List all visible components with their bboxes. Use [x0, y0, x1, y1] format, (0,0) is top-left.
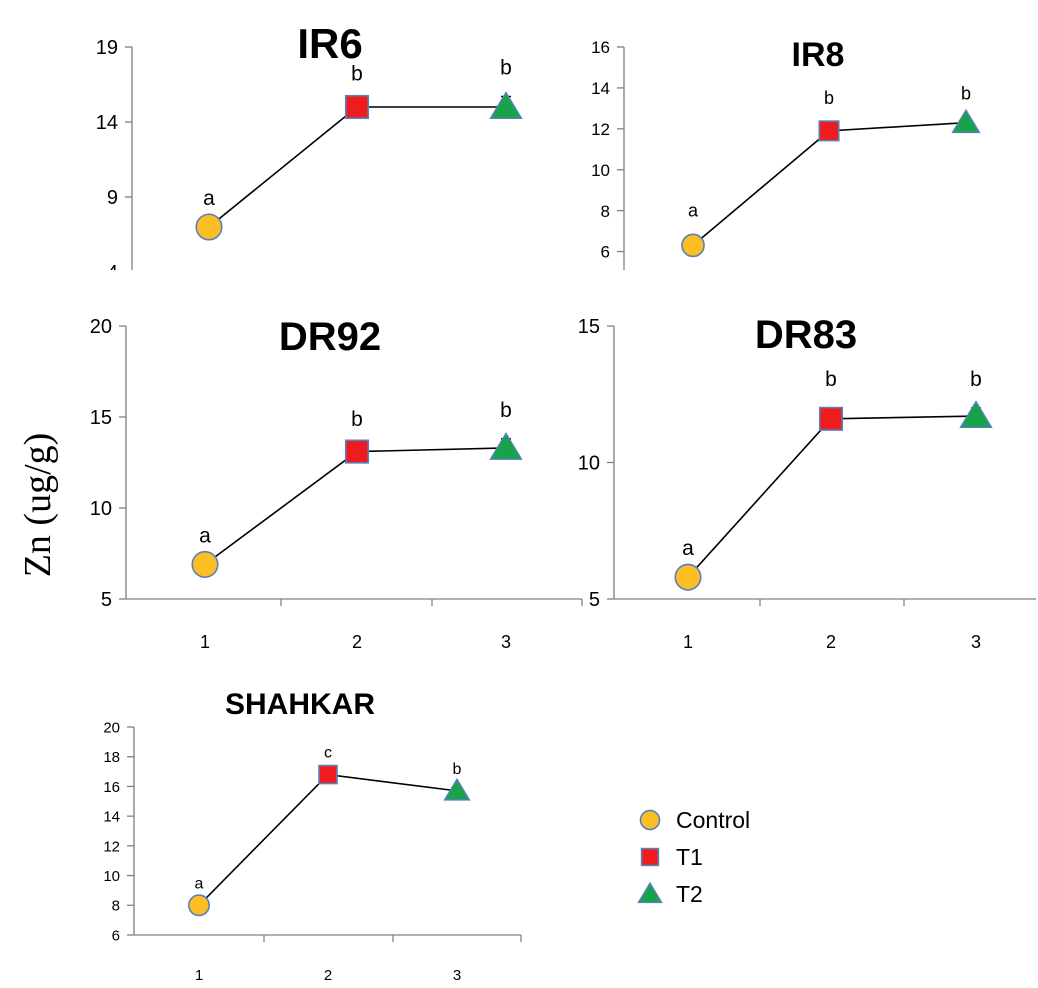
significance-label: c — [324, 745, 332, 762]
significance-label: b — [970, 368, 982, 391]
y-tick-label: 10 — [90, 498, 112, 520]
data-point-t1 — [344, 94, 370, 120]
x-tick-label: 3 — [453, 967, 461, 984]
panel-plot-area: 6 8 10 12 14 16 18 20 — [103, 719, 471, 944]
panel-title: DR83 — [755, 313, 857, 357]
data-point-t2 — [443, 777, 471, 801]
x-tick-label: 2 — [324, 967, 332, 984]
y-tick-label: 15 — [578, 316, 600, 338]
x-tick-label: 3 — [971, 632, 981, 652]
y-tick-label: 16 — [103, 779, 120, 796]
y-tick-label: 14 — [591, 79, 610, 98]
panel-plot-area: 5 10 15 20 — [90, 316, 523, 611]
legend-marker — [637, 881, 663, 904]
y-tick-label: 16 — [591, 38, 610, 57]
y-tick-label: 15 — [90, 407, 112, 429]
significance-label: b — [500, 399, 512, 422]
data-point-control — [681, 233, 705, 258]
x-tick-label: 2 — [826, 632, 836, 652]
y-tick-label: 20 — [90, 316, 112, 338]
y-tick-label: 10 — [103, 868, 120, 885]
significance-label: a — [195, 875, 204, 892]
x-tick-label: 1 — [195, 967, 203, 984]
chart-panel-3: 5 10 15 20 DR92 1 2 3 a b b — [90, 315, 583, 652]
legend-label: T2 — [676, 881, 703, 907]
legend-marker — [639, 809, 661, 831]
legend-marker — [640, 847, 660, 867]
panel-plot-area: 4 9 14 19 — [96, 37, 523, 284]
y-tick-label: 12 — [591, 120, 610, 139]
panel-title: IR6 — [297, 20, 362, 67]
significance-label: a — [199, 524, 211, 547]
series-line — [687, 415, 977, 578]
legend-label: Control — [676, 807, 750, 833]
data-point-t2 — [951, 108, 981, 134]
panel-title: IR8 — [792, 36, 845, 74]
panel-title: DR92 — [279, 315, 381, 359]
y-tick-label: 5 — [101, 589, 112, 611]
legend-item-control: Control — [639, 807, 750, 833]
y-axis-label: Zn (ug/g) — [17, 433, 59, 578]
x-tick-label: 2 — [352, 632, 362, 652]
series-line — [198, 773, 458, 906]
y-tick-label: 4 — [107, 262, 118, 284]
chart-panel-4: 5 10 15 DR83 1 2 3 a b b — [578, 313, 1036, 652]
significance-label: b — [500, 56, 512, 79]
y-tick-label: 12 — [103, 838, 120, 855]
data-point-t2 — [489, 91, 523, 119]
legend-item-t1: T1 — [640, 844, 703, 870]
y-tick-label: 8 — [112, 898, 120, 915]
y-tick-label: 10 — [578, 453, 600, 475]
panel-plot-area: 6 8 10 12 14 16 — [591, 38, 981, 270]
data-point-t1 — [318, 764, 338, 785]
significance-label: b — [351, 408, 363, 431]
significance-label: a — [682, 537, 694, 560]
y-tick-label: 8 — [601, 202, 610, 221]
y-tick-label: 14 — [103, 809, 120, 826]
series-line — [208, 106, 506, 228]
series-line — [204, 447, 507, 566]
legend-label: T1 — [676, 844, 703, 870]
chart-panel-1: 4 9 14 19 IR6 a b b — [96, 20, 523, 284]
data-point-control — [674, 563, 702, 591]
y-tick-label: 6 — [112, 927, 120, 944]
x-tick-label: 1 — [683, 632, 693, 652]
significance-label: b — [961, 84, 971, 104]
x-tick-label: 3 — [501, 632, 511, 652]
chart-panel-2: 6 8 10 12 14 16 IR8 a b b — [591, 36, 981, 270]
y-tick-label: 5 — [589, 589, 600, 611]
panel-plot-area: 5 10 15 — [578, 316, 993, 611]
data-point-control — [188, 894, 211, 917]
y-tick-label: 6 — [601, 243, 610, 262]
significance-label: b — [825, 368, 837, 391]
y-tick-label: 10 — [591, 161, 610, 180]
significance-label: a — [688, 200, 699, 220]
y-tick-label: 14 — [96, 112, 118, 134]
y-tick-label: 19 — [96, 37, 118, 59]
significance-label: b — [453, 761, 462, 778]
legend: Control T1 T2 — [637, 807, 750, 907]
data-point-t2 — [959, 400, 993, 429]
data-point-t1 — [818, 120, 840, 142]
significance-label: a — [203, 187, 215, 210]
data-point-control — [195, 213, 223, 241]
y-tick-label: 20 — [103, 719, 120, 736]
panel-title: SHAHKAR — [225, 688, 375, 721]
data-point-t2 — [489, 432, 523, 460]
significance-label: b — [351, 62, 363, 85]
legend-item-t2: T2 — [637, 881, 703, 907]
significance-label: b — [824, 88, 834, 108]
x-tick-label: 1 — [200, 632, 210, 652]
y-tick-label: 18 — [103, 749, 120, 766]
y-tick-label: 9 — [107, 187, 118, 209]
data-point-t1 — [344, 439, 370, 464]
data-point-t1 — [818, 406, 844, 431]
data-point-control — [191, 550, 219, 578]
